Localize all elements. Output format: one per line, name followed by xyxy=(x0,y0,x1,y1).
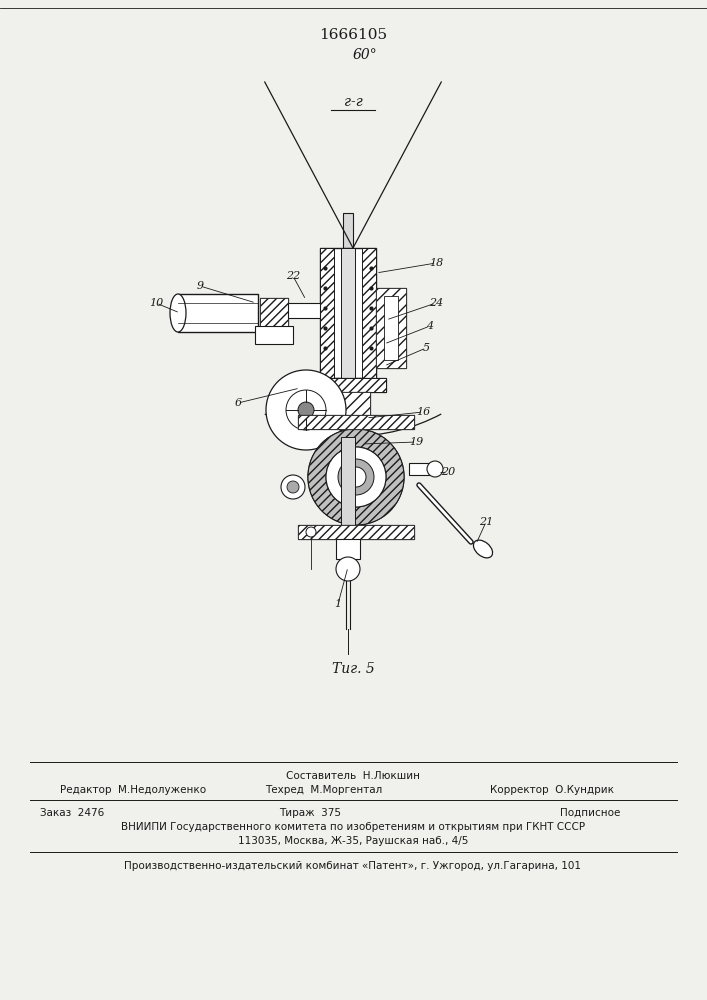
Bar xyxy=(320,248,334,378)
Text: 24: 24 xyxy=(429,298,443,308)
Circle shape xyxy=(306,527,316,537)
Bar xyxy=(326,392,370,422)
Circle shape xyxy=(336,557,360,581)
Text: 5: 5 xyxy=(423,343,430,353)
Bar xyxy=(341,437,355,537)
Bar xyxy=(376,288,406,368)
Circle shape xyxy=(281,475,305,499)
Text: Составитель  Н.Люкшин: Составитель Н.Люкшин xyxy=(286,771,420,781)
Text: 1666105: 1666105 xyxy=(319,28,387,42)
Bar xyxy=(298,415,414,429)
Bar xyxy=(326,392,370,422)
Circle shape xyxy=(326,447,386,507)
Circle shape xyxy=(286,390,326,430)
Text: ВНИИПИ Государственного комитета по изобретениям и открытиям при ГКНТ СССР: ВНИИПИ Государственного комитета по изоб… xyxy=(121,822,585,832)
Text: 16: 16 xyxy=(416,407,430,417)
Circle shape xyxy=(427,461,443,477)
Circle shape xyxy=(338,459,374,495)
Bar xyxy=(409,463,429,475)
Text: г-г: г-г xyxy=(344,95,363,109)
Circle shape xyxy=(266,370,346,450)
Text: Техред  М.Моргентал: Техред М.Моргентал xyxy=(265,785,382,795)
Circle shape xyxy=(326,447,386,507)
Bar xyxy=(260,298,288,326)
Ellipse shape xyxy=(474,540,493,558)
Text: Корректор  О.Кундрик: Корректор О.Кундрик xyxy=(490,785,614,795)
Bar xyxy=(341,392,355,467)
Text: 113035, Москва, Ж-35, Раушская наб., 4/5: 113035, Москва, Ж-35, Раушская наб., 4/5 xyxy=(238,836,468,846)
Bar xyxy=(310,378,386,392)
Text: 22: 22 xyxy=(286,271,300,281)
Text: Производственно-издательский комбинат «Патент», г. Ужгород, ул.Гагарина, 101: Производственно-издательский комбинат «П… xyxy=(124,861,581,871)
Text: Тираж  375: Тираж 375 xyxy=(279,808,341,818)
Wedge shape xyxy=(308,429,404,525)
Bar xyxy=(260,298,288,326)
Bar xyxy=(384,296,398,360)
Bar xyxy=(376,288,406,368)
Circle shape xyxy=(346,467,366,487)
Text: 19: 19 xyxy=(409,437,423,447)
Bar xyxy=(341,248,355,378)
Bar xyxy=(288,303,320,318)
Bar xyxy=(298,525,414,539)
Bar xyxy=(343,213,353,248)
Text: 20: 20 xyxy=(441,467,455,477)
Circle shape xyxy=(298,402,314,418)
Text: 10: 10 xyxy=(149,298,163,308)
Ellipse shape xyxy=(170,294,186,332)
Bar xyxy=(336,539,360,559)
Text: Редактор  М.Недолуженко: Редактор М.Недолуженко xyxy=(60,785,206,795)
Text: 60°: 60° xyxy=(353,48,378,62)
Bar xyxy=(320,248,376,378)
Text: 4: 4 xyxy=(426,321,433,331)
Bar xyxy=(298,415,414,429)
Text: 21: 21 xyxy=(479,517,493,527)
Text: 6: 6 xyxy=(235,398,242,408)
Text: 9: 9 xyxy=(197,281,204,291)
Text: 18: 18 xyxy=(429,258,443,268)
Bar xyxy=(178,294,258,332)
Bar xyxy=(298,525,414,539)
Text: Τиг. 5: Τиг. 5 xyxy=(332,662,375,676)
Bar xyxy=(310,378,386,392)
Bar xyxy=(255,326,293,344)
Bar xyxy=(362,248,376,378)
Circle shape xyxy=(308,429,404,525)
Text: 1: 1 xyxy=(334,599,341,609)
Text: Заказ  2476: Заказ 2476 xyxy=(40,808,104,818)
Circle shape xyxy=(287,481,299,493)
Text: Подписное: Подписное xyxy=(560,808,620,818)
